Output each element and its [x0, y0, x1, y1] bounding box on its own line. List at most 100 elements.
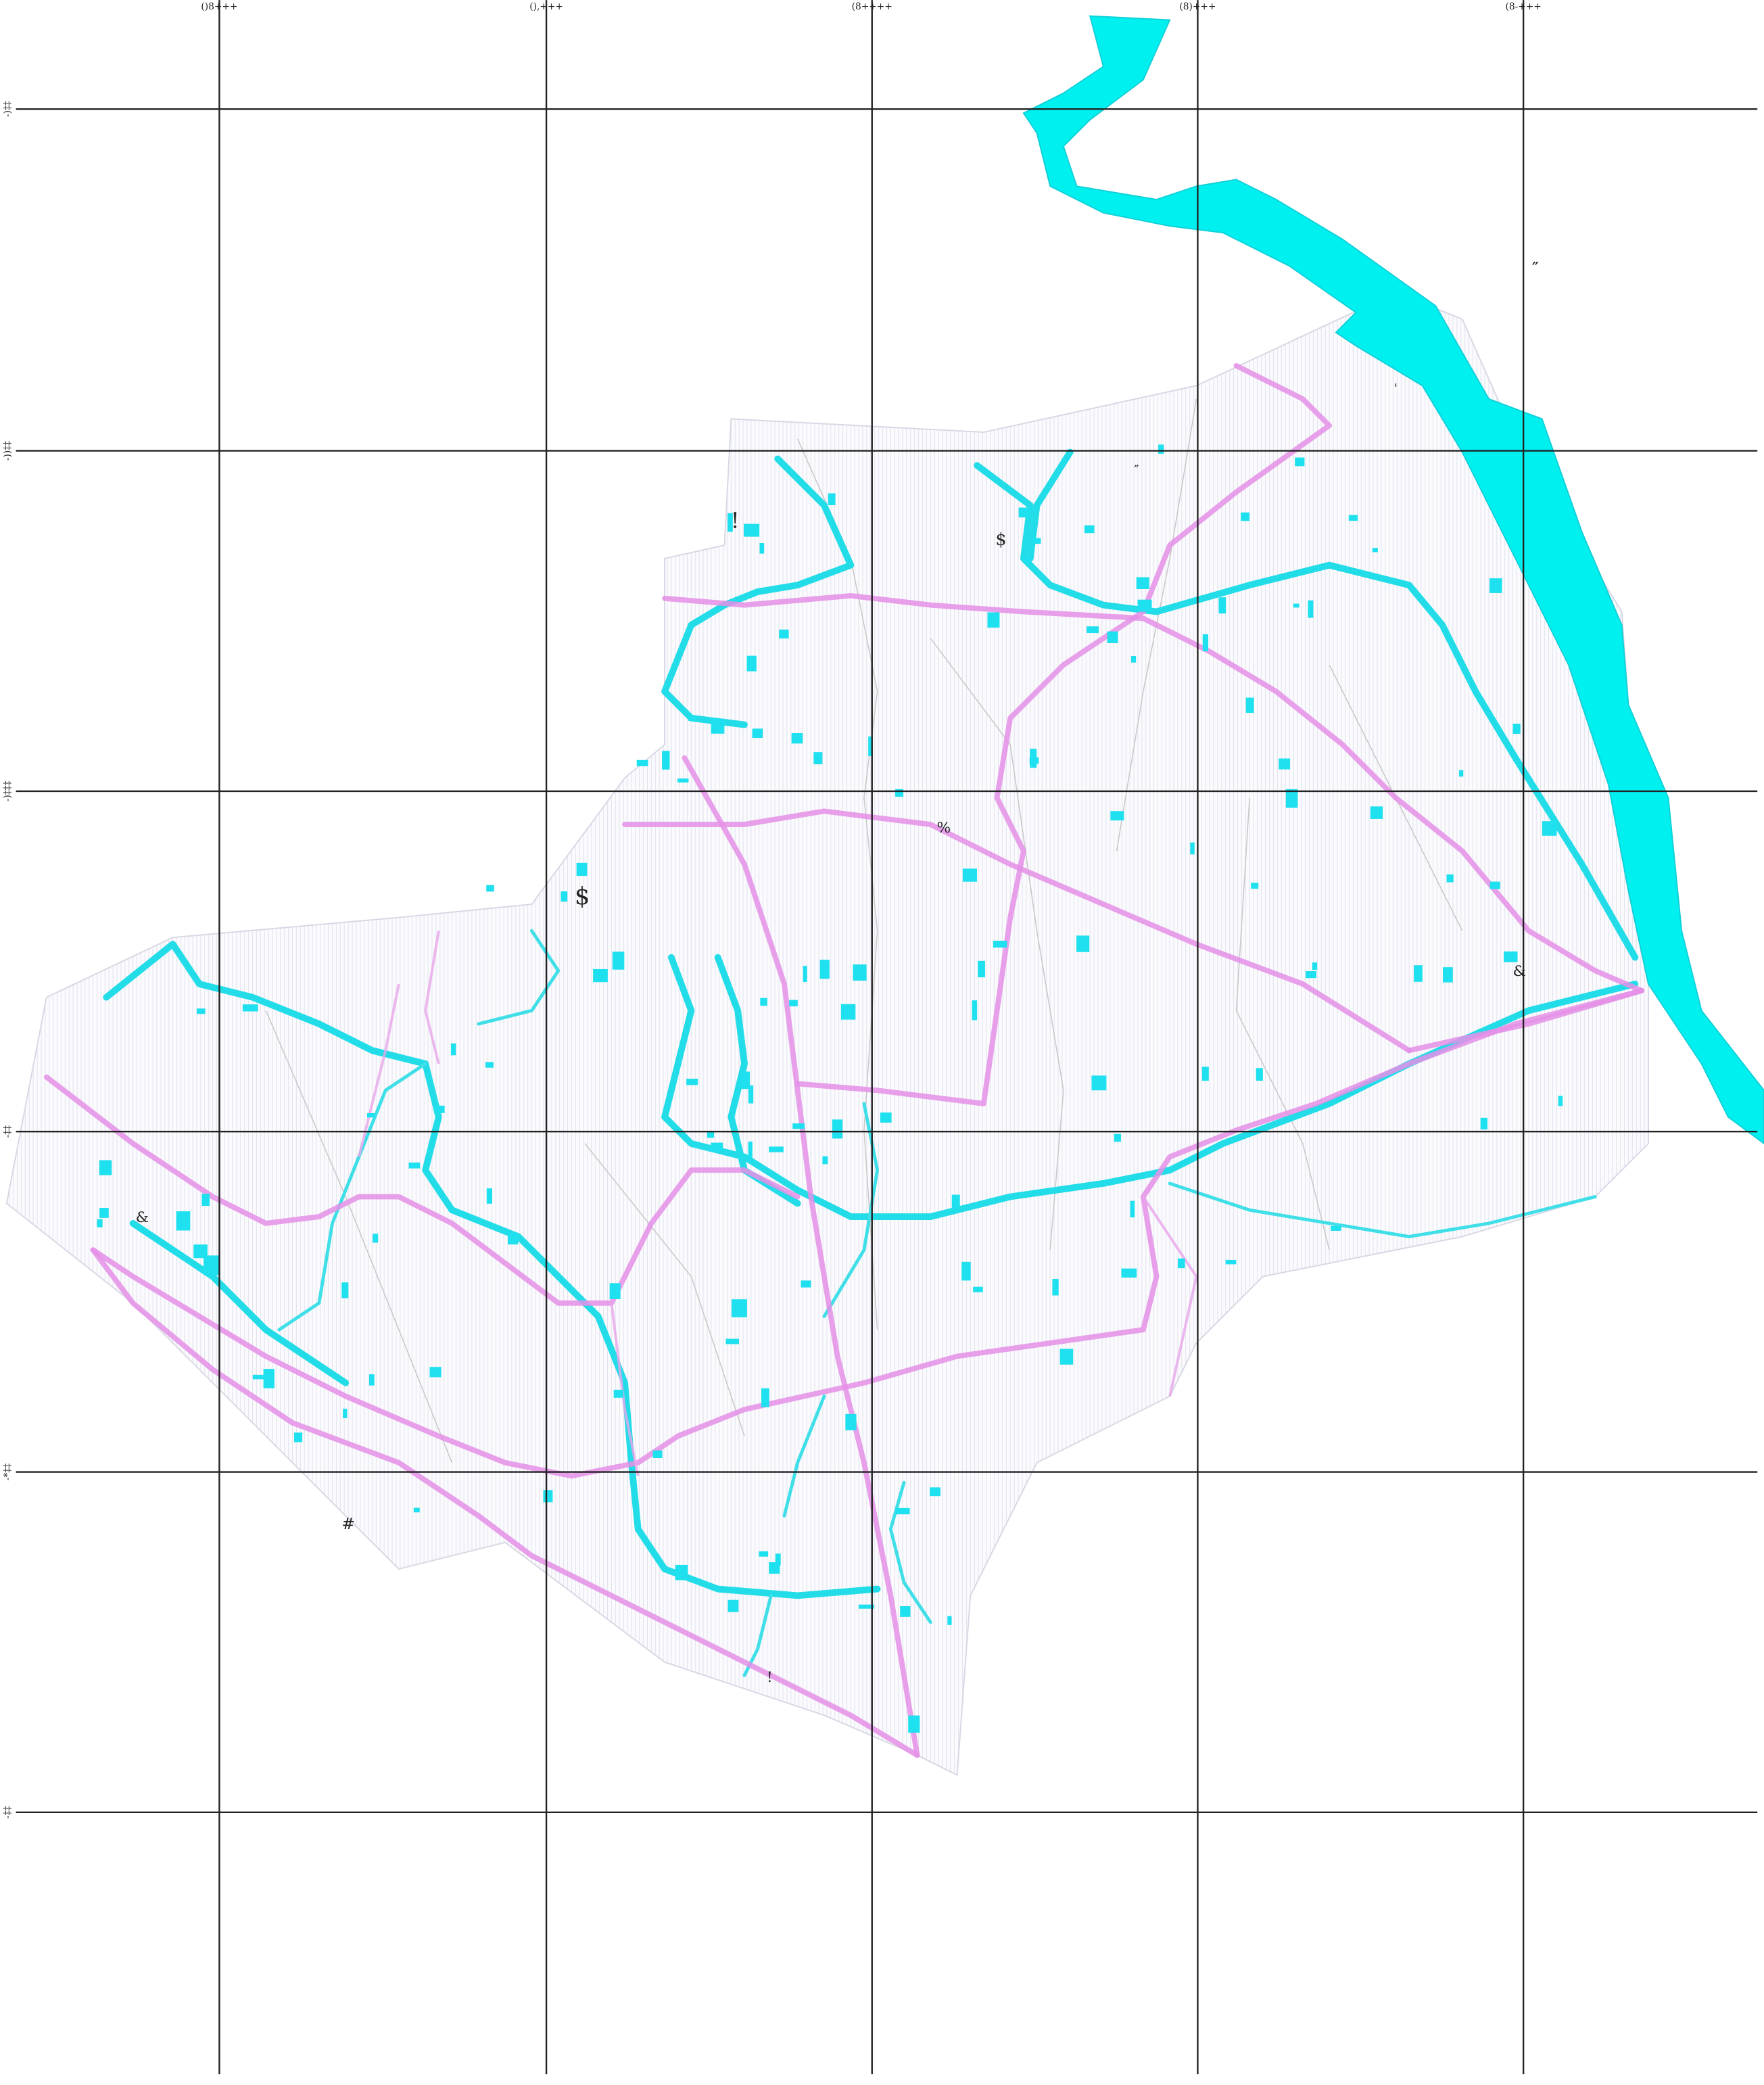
pond	[880, 1112, 892, 1123]
pond	[1245, 697, 1254, 713]
pond	[792, 1123, 805, 1129]
pond	[1177, 1258, 1185, 1269]
pond	[1107, 631, 1118, 644]
pond	[99, 1208, 109, 1218]
pond	[993, 941, 1007, 948]
pond	[1458, 770, 1464, 777]
pond	[868, 736, 873, 757]
pond	[1032, 538, 1041, 544]
pond	[1370, 806, 1383, 819]
pond	[728, 1599, 739, 1612]
pond	[791, 733, 803, 744]
pond	[822, 1156, 828, 1165]
pond	[900, 1606, 911, 1617]
pond	[1052, 1279, 1059, 1296]
pond	[1293, 603, 1300, 608]
pond	[1542, 821, 1557, 836]
pond	[1512, 724, 1521, 734]
pond	[760, 998, 767, 1006]
map-label: !	[767, 1669, 773, 1686]
pond	[675, 1564, 688, 1580]
pond	[707, 1131, 715, 1138]
pond	[832, 1119, 843, 1139]
pond	[373, 1234, 379, 1243]
pond	[711, 718, 725, 734]
pond	[1372, 548, 1378, 553]
pond	[613, 1389, 623, 1398]
pond	[1256, 1068, 1263, 1081]
map-label: #	[341, 1514, 355, 1533]
pond	[1295, 457, 1305, 467]
pond	[789, 1000, 798, 1007]
pond	[486, 885, 494, 892]
pond	[1480, 1117, 1487, 1130]
labels: ()8+++ (),+++ (8++++ (8)+++ (8-+++ -)‡‡ -))‡‡ -…	[3, 1, 1542, 1819]
pond	[759, 1551, 769, 1557]
pond	[1121, 1268, 1137, 1278]
pond	[343, 1409, 348, 1419]
map-label: &	[1513, 963, 1526, 980]
pond	[1084, 525, 1095, 534]
pond	[759, 543, 765, 554]
pond	[779, 629, 789, 639]
pond	[193, 1244, 208, 1259]
pond	[725, 1338, 739, 1344]
pond	[746, 655, 757, 672]
map-label: '	[1394, 382, 1398, 396]
pond	[543, 1490, 553, 1503]
pond	[1312, 962, 1318, 970]
pond	[263, 1369, 275, 1388]
pond	[930, 1487, 940, 1497]
pond	[242, 1004, 258, 1012]
pond	[341, 1282, 349, 1298]
left-coordinate-label: -)‡‡‡	[3, 780, 14, 801]
pond	[845, 1413, 857, 1430]
pond	[433, 1105, 445, 1113]
pond	[99, 1160, 112, 1175]
left-coordinate-label: -‡‡	[3, 1806, 14, 1819]
pond	[1558, 1096, 1563, 1106]
pond	[819, 960, 830, 979]
pond	[1202, 634, 1209, 652]
pond	[1285, 789, 1298, 808]
lanes	[265, 398, 1463, 1463]
pond	[1087, 626, 1099, 634]
pond	[686, 1079, 698, 1085]
pond	[1414, 965, 1423, 982]
left-coordinate-label: -))‡‡	[3, 441, 14, 461]
pond	[813, 752, 823, 765]
pond	[947, 1616, 952, 1625]
pond	[1225, 1259, 1237, 1265]
waterways	[103, 448, 1639, 1677]
pond	[1446, 874, 1454, 883]
pond	[507, 1232, 519, 1245]
pond	[752, 728, 763, 739]
pond	[1251, 883, 1259, 889]
pond	[688, 716, 697, 721]
pond	[828, 493, 836, 505]
top-coordinate-label: ()8+++	[201, 1, 237, 12]
pond	[973, 1286, 983, 1292]
pond	[961, 1261, 971, 1281]
pond	[1241, 512, 1250, 521]
pond	[962, 868, 978, 882]
pond	[908, 1715, 920, 1733]
pond	[293, 1432, 303, 1443]
pond	[1279, 758, 1291, 770]
pond	[1137, 599, 1152, 612]
top-coordinate-label: (),+++	[529, 1, 563, 12]
map-label: ″	[1134, 463, 1139, 478]
pond	[1130, 1200, 1135, 1218]
main-river	[1022, 15, 1764, 1145]
pond	[576, 862, 588, 876]
left-coordinate-label: -*‡‡	[3, 1463, 14, 1480]
left-coordinate-label: -)‡‡	[3, 101, 14, 117]
pond	[1158, 444, 1164, 454]
pond	[1091, 1075, 1107, 1091]
pond	[203, 1255, 220, 1275]
pond	[196, 1008, 206, 1014]
pond	[612, 952, 625, 970]
pond	[978, 960, 986, 978]
